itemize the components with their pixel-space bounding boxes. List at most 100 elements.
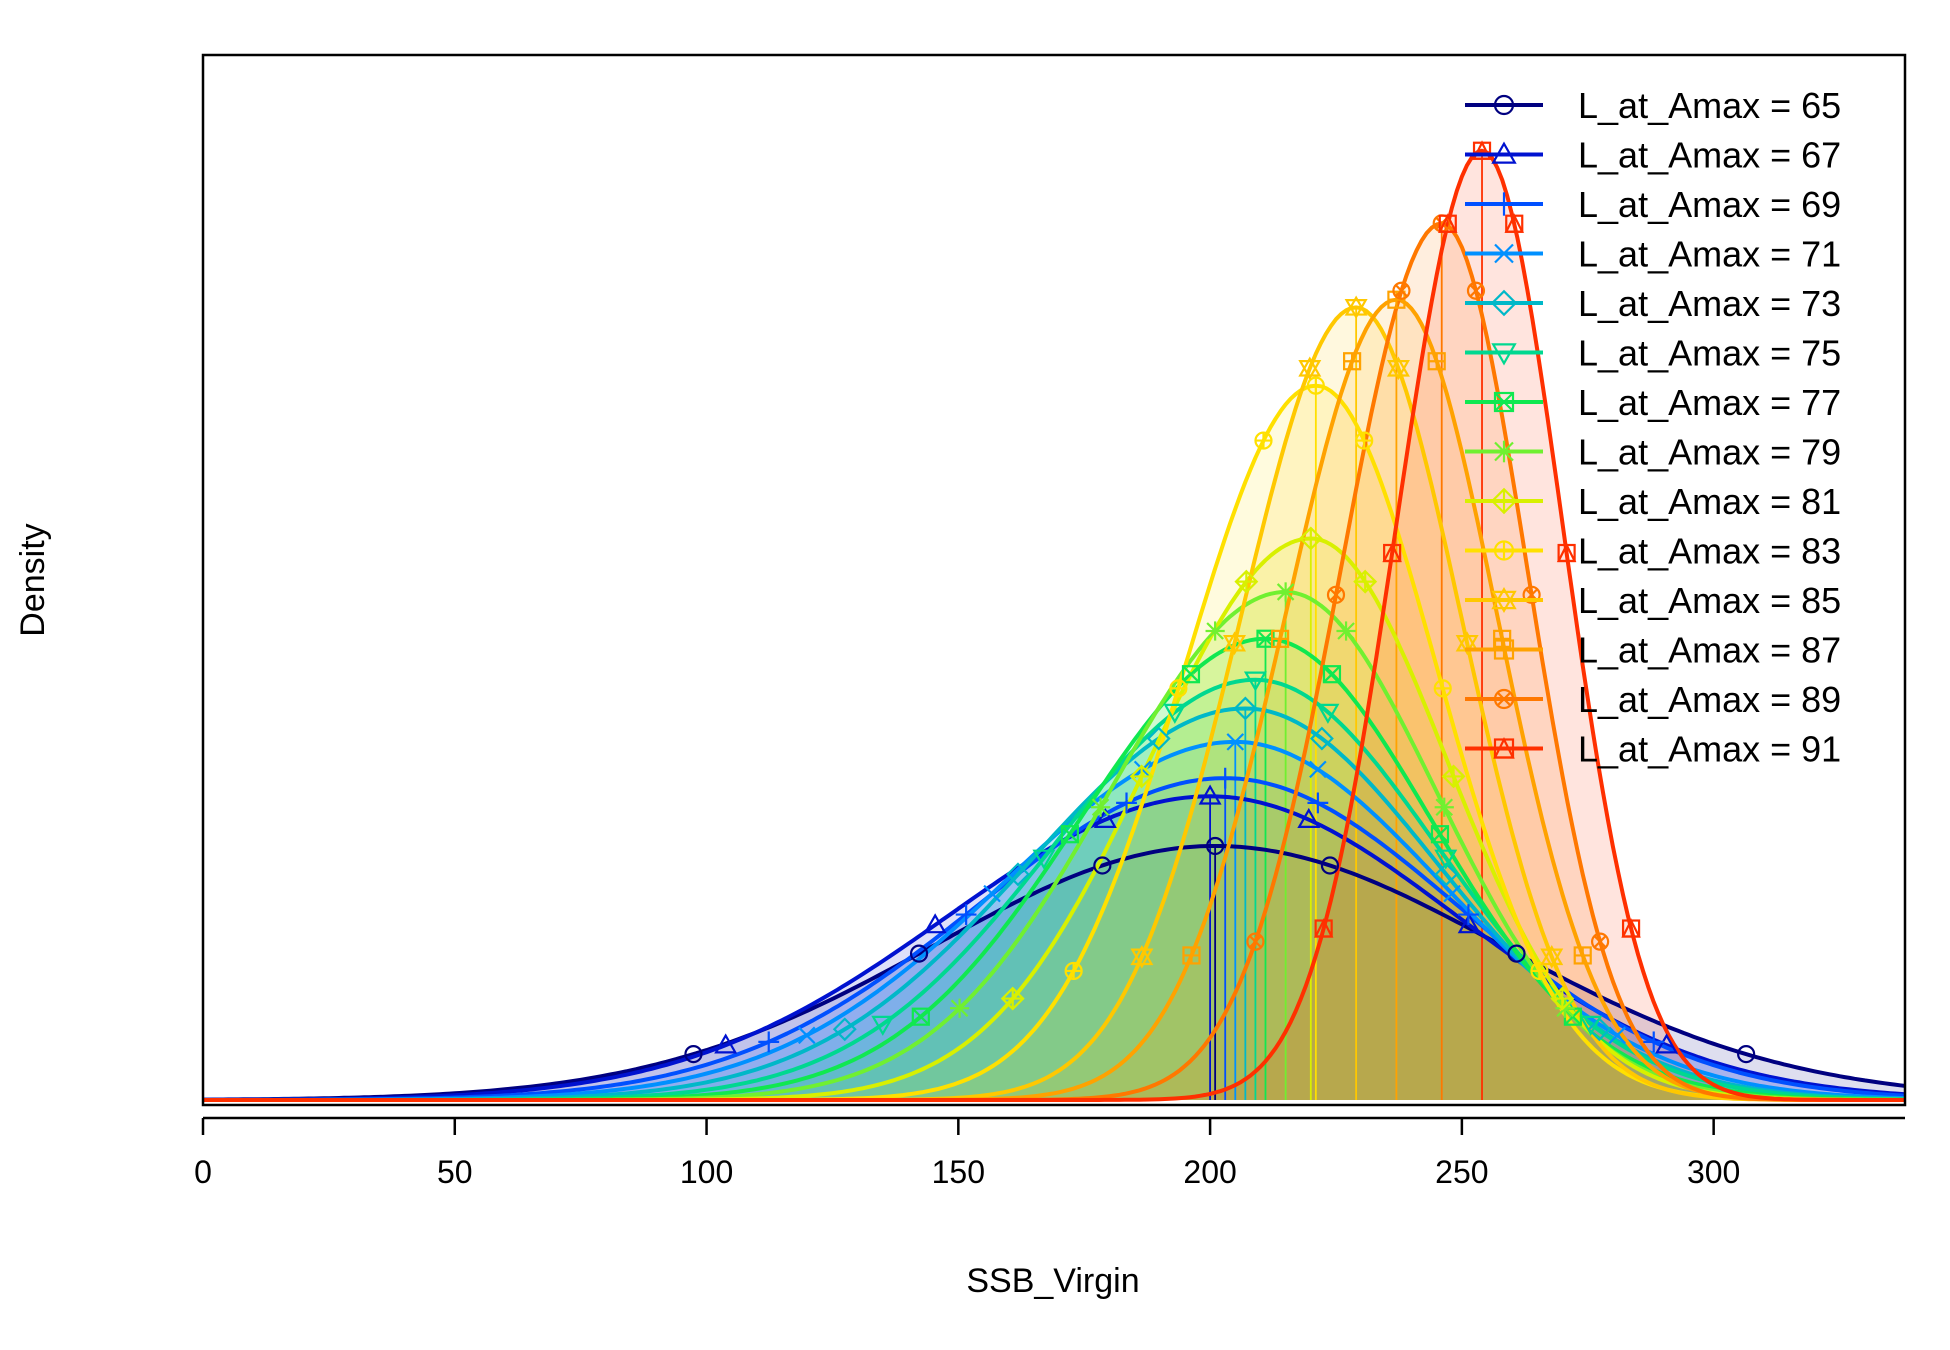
x-axis-title: SSB_Virgin (966, 1262, 1139, 1300)
legend-label: L_at_Amax = 71 (1578, 234, 1841, 275)
x-tick-label: 250 (1435, 1154, 1488, 1190)
curve-marker (1336, 621, 1356, 641)
curve-marker (1472, 140, 1492, 160)
curve-marker (1163, 703, 1187, 724)
legend-item: L_at_Amax = 81 (1465, 481, 1841, 522)
curve-marker (1507, 944, 1526, 963)
density-fill (203, 796, 1905, 1100)
curve-marker (1254, 431, 1273, 450)
curve-marker (1491, 343, 1517, 366)
curve-marker (1093, 807, 1117, 828)
curve-marker (1090, 797, 1111, 817)
density-curve (203, 148, 1905, 1102)
curve-marker (1493, 440, 1515, 463)
curve-marker (1246, 932, 1265, 951)
curve-marker (1437, 213, 1458, 233)
curve-marker (1494, 243, 1514, 264)
curve-marker (1493, 737, 1515, 759)
curve-marker (1458, 904, 1479, 925)
curve-marker (949, 998, 970, 1018)
curve-marker (1430, 825, 1450, 844)
curve-marker (1182, 946, 1201, 965)
curve-marker (1466, 281, 1486, 300)
curve-marker (1386, 356, 1410, 381)
curve-marker (1491, 586, 1517, 614)
legend-label: L_at_Amax = 79 (1578, 432, 1841, 473)
curve-marker (1129, 764, 1154, 789)
plot-frame (201, 53, 1907, 1107)
curve-marker (1555, 998, 1575, 1018)
x-axis: 0 50 100 150 200 250 300 (194, 1116, 1905, 1190)
curve-marker (1343, 352, 1362, 371)
x-tick-label: 100 (680, 1154, 733, 1190)
curve-marker (1490, 487, 1518, 515)
curve-marker (1307, 792, 1329, 814)
curve-marker (983, 884, 1001, 903)
curve-marker (1006, 862, 1030, 887)
curve-marker (1297, 807, 1321, 828)
curve-markers (684, 140, 1756, 1064)
legend-item: L_at_Amax = 87 (1465, 630, 1841, 671)
legend-label: L_at_Amax = 75 (1578, 333, 1841, 374)
legend-label: L_at_Amax = 67 (1578, 135, 1841, 176)
curve-marker (1655, 1033, 1679, 1054)
curve-marker (1060, 825, 1079, 844)
curve-marker (1591, 932, 1610, 951)
curve-marker (1573, 946, 1592, 965)
curve-marker (871, 1015, 895, 1036)
legend-label: L_at_Amax = 65 (1578, 85, 1841, 126)
x-tick-label: 300 (1687, 1154, 1740, 1190)
curve-marker (1276, 582, 1296, 602)
curve-marker (1306, 376, 1325, 395)
curve-marker (832, 1017, 857, 1042)
curve-marker (1093, 856, 1112, 875)
curve-marker (1234, 569, 1259, 594)
curve-marker (1457, 913, 1481, 934)
curve-marker (1433, 679, 1452, 698)
curve-marker (1320, 856, 1340, 875)
density-curves (203, 148, 1905, 1102)
legend-label: L_at_Amax = 91 (1578, 729, 1841, 770)
legend-label: L_at_Amax = 89 (1578, 679, 1841, 720)
legend-item: L_at_Amax = 85 (1465, 580, 1841, 621)
curve-marker (1493, 391, 1515, 413)
curve-marker (1316, 703, 1340, 724)
legend-item: L_at_Amax = 67 (1465, 135, 1841, 176)
curve-marker (1344, 295, 1368, 320)
curve-marker (909, 944, 929, 963)
curve-marker (1493, 629, 1512, 648)
curve-marker (1493, 94, 1515, 116)
curve-marker (1243, 671, 1267, 692)
curve-marker (1214, 767, 1236, 789)
curve-marker (1550, 986, 1575, 1011)
curve-marker (1064, 961, 1083, 981)
curve-marker (1146, 726, 1171, 751)
curve-marker (1309, 760, 1327, 779)
legend-item: L_at_Amax = 83 (1465, 531, 1841, 572)
curve-marker (1000, 986, 1025, 1011)
curve-marker (1441, 764, 1466, 789)
curve-marker (1579, 1015, 1603, 1036)
curve-marker (1032, 849, 1056, 870)
y-axis-title: Density (14, 523, 52, 636)
density-fill (203, 591, 1905, 1100)
density-fill (203, 708, 1905, 1100)
legend-label: L_at_Amax = 81 (1578, 481, 1841, 522)
curve-marker (1198, 784, 1222, 805)
x-tick-label: 0 (194, 1154, 212, 1190)
curve-marker (714, 1033, 738, 1054)
curve-marker (911, 1007, 930, 1026)
curve-marker (1130, 944, 1154, 969)
x-tick-label: 150 (932, 1154, 985, 1190)
density-fill (203, 638, 1905, 1100)
curve-marker (1504, 213, 1525, 233)
curve-marker (1355, 431, 1374, 450)
density-fill (203, 741, 1905, 1100)
x-tick-label: 200 (1183, 1154, 1236, 1190)
curve-marker (1223, 631, 1247, 656)
curve-marker (1116, 792, 1137, 814)
legend-label: L_at_Amax = 83 (1578, 531, 1841, 572)
curve-marker (1530, 961, 1549, 981)
legend-item: L_at_Amax = 71 (1465, 234, 1841, 275)
